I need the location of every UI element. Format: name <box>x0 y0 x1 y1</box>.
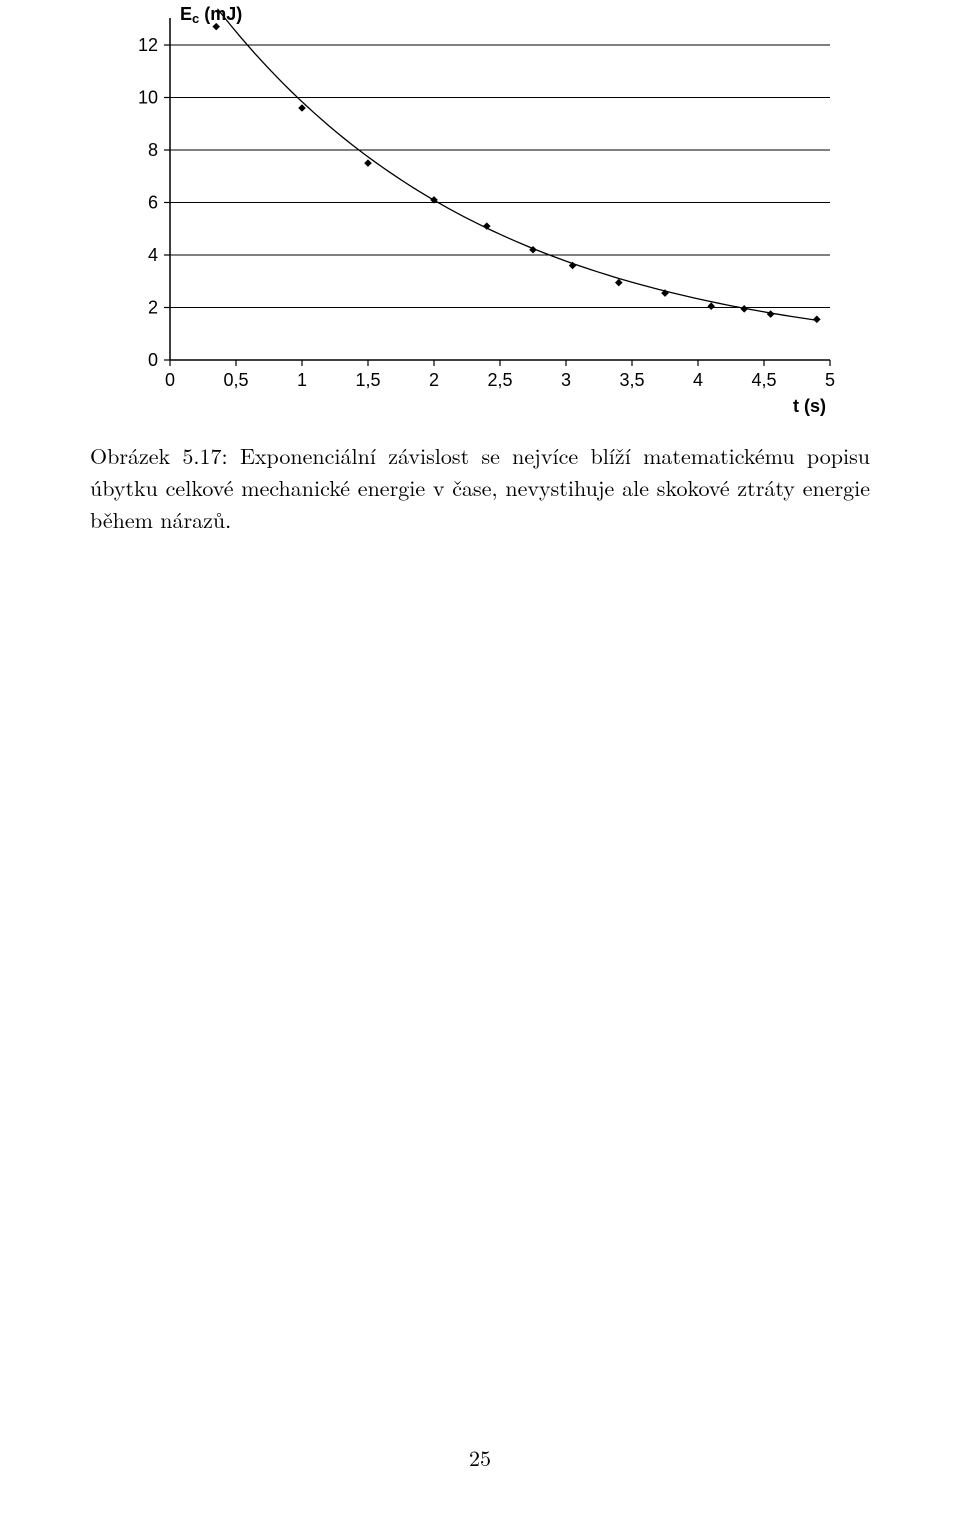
svg-text:4: 4 <box>148 245 158 265</box>
svg-text:2,5: 2,5 <box>487 370 512 390</box>
svg-text:2: 2 <box>148 298 158 318</box>
svg-text:4,5: 4,5 <box>751 370 776 390</box>
svg-text:0: 0 <box>165 370 175 390</box>
svg-text:Ec (mJ): Ec (mJ) <box>180 4 242 26</box>
svg-text:1: 1 <box>297 370 307 390</box>
svg-text:10: 10 <box>138 88 158 108</box>
svg-text:8: 8 <box>148 140 158 160</box>
svg-text:1,5: 1,5 <box>355 370 380 390</box>
svg-text:3: 3 <box>561 370 571 390</box>
svg-text:0,5: 0,5 <box>223 370 248 390</box>
svg-text:6: 6 <box>148 193 158 213</box>
svg-text:5: 5 <box>825 370 835 390</box>
chart-svg: 0 0,5 1 1,5 2 2,5 3 3,5 4 4,5 5 0 2 4 6 8 10 12 Ec (mJ) t (… <box>90 0 850 420</box>
page-number: 25 <box>0 1442 960 1473</box>
figure-caption: Obrázek 5.17: Exponenciální závislost se… <box>90 440 870 536</box>
svg-text:0: 0 <box>148 350 158 370</box>
svg-text:2: 2 <box>429 370 439 390</box>
svg-text:t (s): t (s) <box>793 396 826 416</box>
page: 0 0,5 1 1,5 2 2,5 3 3,5 4 4,5 5 0 2 4 6 8 10 12 Ec (mJ) t (… <box>0 0 960 1513</box>
svg-text:12: 12 <box>138 35 158 55</box>
svg-text:3,5: 3,5 <box>619 370 644 390</box>
svg-text:4: 4 <box>693 370 703 390</box>
energy-chart: 0 0,5 1 1,5 2 2,5 3 3,5 4 4,5 5 0 2 4 6 8 10 12 Ec (mJ) t (… <box>90 0 850 420</box>
